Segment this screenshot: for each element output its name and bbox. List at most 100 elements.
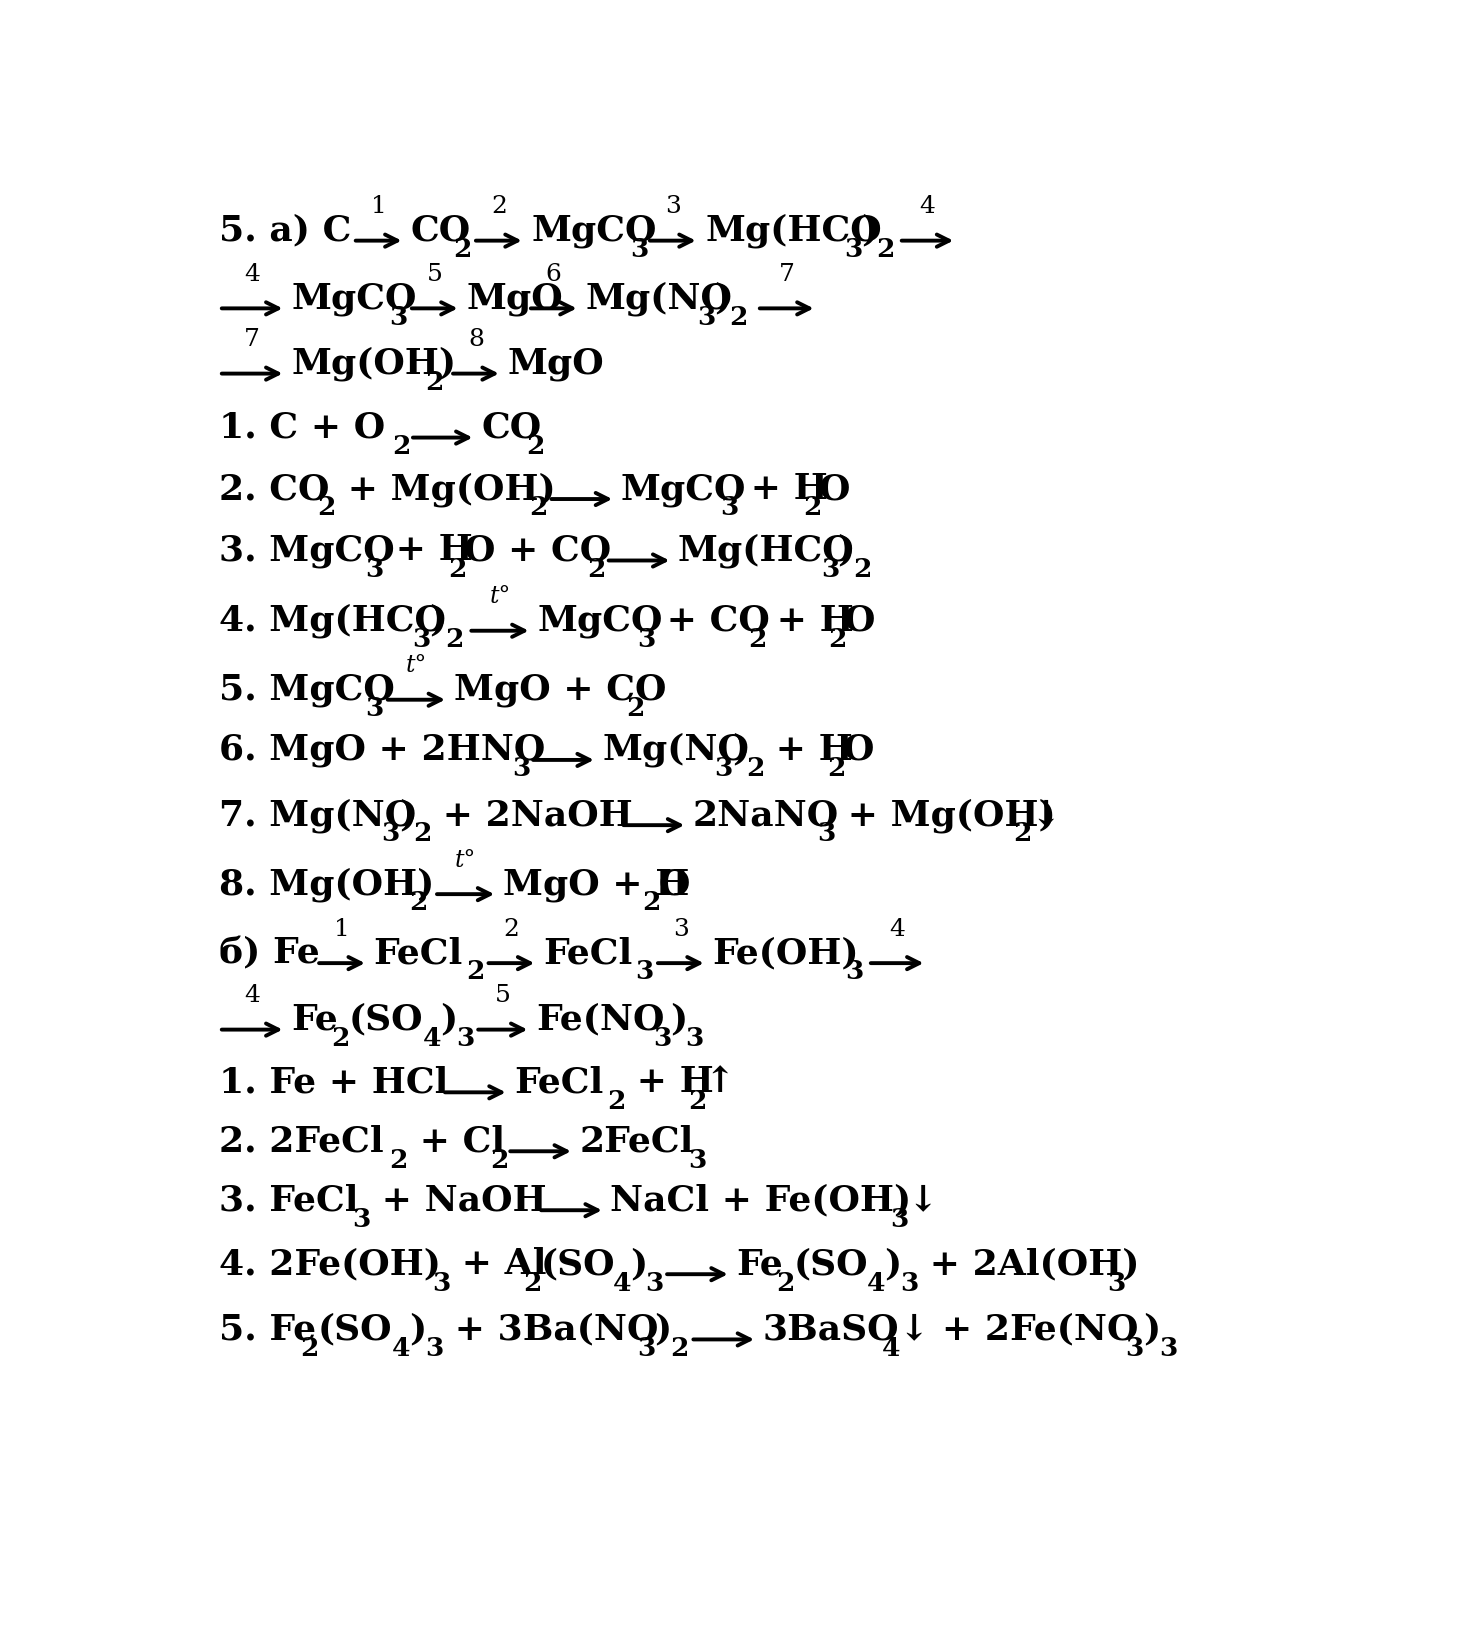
Text: ↓: ↓	[1031, 798, 1060, 832]
Text: + Al: + Al	[449, 1248, 546, 1280]
Text: t°: t°	[489, 585, 511, 608]
Text: 2FeCl: 2FeCl	[579, 1124, 694, 1158]
Text: NaCl + Fe(OH): NaCl + Fe(OH)	[610, 1183, 911, 1217]
Text: 2. CO: 2. CO	[219, 472, 329, 507]
Text: 2: 2	[730, 305, 747, 329]
Text: 5. a) C: 5. a) C	[219, 213, 352, 248]
Text: 2: 2	[467, 959, 484, 984]
Text: 3: 3	[889, 1207, 908, 1232]
Text: 2: 2	[448, 557, 467, 582]
Text: 2. 2FeCl: 2. 2FeCl	[219, 1124, 384, 1158]
Text: 2: 2	[626, 696, 645, 722]
Text: 2: 2	[671, 1336, 688, 1360]
Text: Mg(OH): Mg(OH)	[291, 347, 456, 381]
Text: 2: 2	[688, 1088, 706, 1114]
Text: 2: 2	[876, 236, 895, 262]
Text: + 2NaOH: + 2NaOH	[430, 798, 632, 832]
Text: 2: 2	[607, 1088, 625, 1114]
Text: 2: 2	[446, 627, 464, 652]
Text: 3: 3	[365, 696, 384, 722]
Text: 3: 3	[645, 1271, 663, 1295]
Text: MgCO: MgCO	[291, 282, 417, 316]
Text: + H: + H	[625, 1065, 713, 1100]
Text: 2: 2	[588, 557, 606, 582]
Text: 3: 3	[697, 305, 716, 329]
Text: + H: + H	[764, 604, 854, 637]
Text: 3: 3	[365, 557, 384, 582]
Text: ): )	[409, 1313, 427, 1347]
Text: Fe: Fe	[291, 1002, 338, 1036]
Text: 7: 7	[244, 327, 260, 350]
Text: + Mg(OH): + Mg(OH)	[835, 798, 1056, 832]
Text: ): )	[861, 213, 879, 248]
Text: 5: 5	[427, 262, 443, 285]
Text: 2: 2	[331, 1026, 350, 1051]
Text: 7. Mg(NO: 7. Mg(NO	[219, 798, 417, 832]
Text: 4: 4	[867, 1271, 885, 1295]
Text: ): )	[885, 1248, 901, 1280]
Text: 6: 6	[546, 262, 561, 285]
Text: (SO: (SO	[793, 1248, 868, 1280]
Text: 7: 7	[778, 262, 795, 285]
Text: + Mg(OH): + Mg(OH)	[335, 472, 555, 507]
Text: 3: 3	[513, 756, 530, 782]
Text: CO: CO	[482, 411, 541, 445]
Text: Mg(HCO: Mg(HCO	[706, 213, 882, 248]
Text: 3: 3	[635, 959, 654, 984]
Text: 2: 2	[803, 495, 821, 520]
Text: Mg(NO: Mg(NO	[585, 282, 733, 316]
Text: + H: + H	[762, 733, 852, 767]
Text: Mg(NO: Mg(NO	[603, 733, 749, 767]
Text: 2: 2	[1013, 821, 1032, 847]
Text: FeCl: FeCl	[514, 1065, 604, 1100]
Text: 3: 3	[425, 1336, 443, 1360]
Text: 3: 3	[637, 1336, 656, 1360]
Text: + 2Al(OH): + 2Al(OH)	[917, 1248, 1140, 1280]
Text: MgO: MgO	[508, 347, 604, 381]
Text: 2: 2	[300, 1336, 319, 1360]
Text: 1: 1	[371, 195, 387, 218]
Text: 2: 2	[747, 627, 767, 652]
Text: 4: 4	[613, 1271, 631, 1295]
Text: 2: 2	[414, 821, 431, 847]
Text: ): )	[399, 798, 417, 832]
Text: 3: 3	[843, 236, 863, 262]
Text: ): )	[715, 282, 733, 316]
Text: 2: 2	[318, 495, 335, 520]
Text: 2: 2	[391, 433, 411, 459]
Text: ↑: ↑	[705, 1065, 734, 1100]
Text: 4: 4	[244, 262, 260, 285]
Text: 6. MgO + 2HNO: 6. MgO + 2HNO	[219, 733, 545, 767]
Text: + NaOH: + NaOH	[369, 1183, 546, 1217]
Text: + Cl: + Cl	[406, 1124, 505, 1158]
Text: t°: t°	[455, 849, 476, 872]
Text: 3: 3	[390, 305, 408, 329]
Text: + CO: + CO	[654, 604, 770, 637]
Text: 3: 3	[381, 821, 400, 847]
Text: 3: 3	[674, 917, 688, 940]
Text: 4: 4	[244, 984, 260, 1007]
Text: ): )	[671, 1002, 687, 1036]
Text: Mg(HCO: Mg(HCO	[678, 533, 855, 569]
Text: ): )	[440, 1002, 458, 1036]
Text: 2: 2	[425, 370, 443, 394]
Text: 2: 2	[526, 433, 544, 459]
Text: 3: 3	[1159, 1336, 1177, 1360]
Text: 3: 3	[665, 195, 681, 218]
Text: MgCO: MgCO	[620, 472, 746, 507]
Text: CO: CO	[411, 213, 470, 248]
Text: 5. MgCO: 5. MgCO	[219, 673, 394, 707]
Text: 2: 2	[829, 627, 846, 652]
Text: ): )	[731, 733, 749, 767]
Text: MgO + H: MgO + H	[502, 868, 690, 901]
Text: 2: 2	[523, 1271, 542, 1295]
Text: O + CO: O + CO	[464, 533, 611, 567]
Text: MgCO: MgCO	[532, 213, 657, 248]
Text: 2: 2	[490, 195, 507, 218]
Text: ): )	[837, 533, 854, 567]
Text: 3: 3	[629, 236, 648, 262]
Text: t°: t°	[406, 655, 427, 678]
Text: ↓: ↓	[907, 1183, 938, 1217]
Text: (SO: (SO	[349, 1002, 422, 1036]
Text: 3: 3	[818, 821, 836, 847]
